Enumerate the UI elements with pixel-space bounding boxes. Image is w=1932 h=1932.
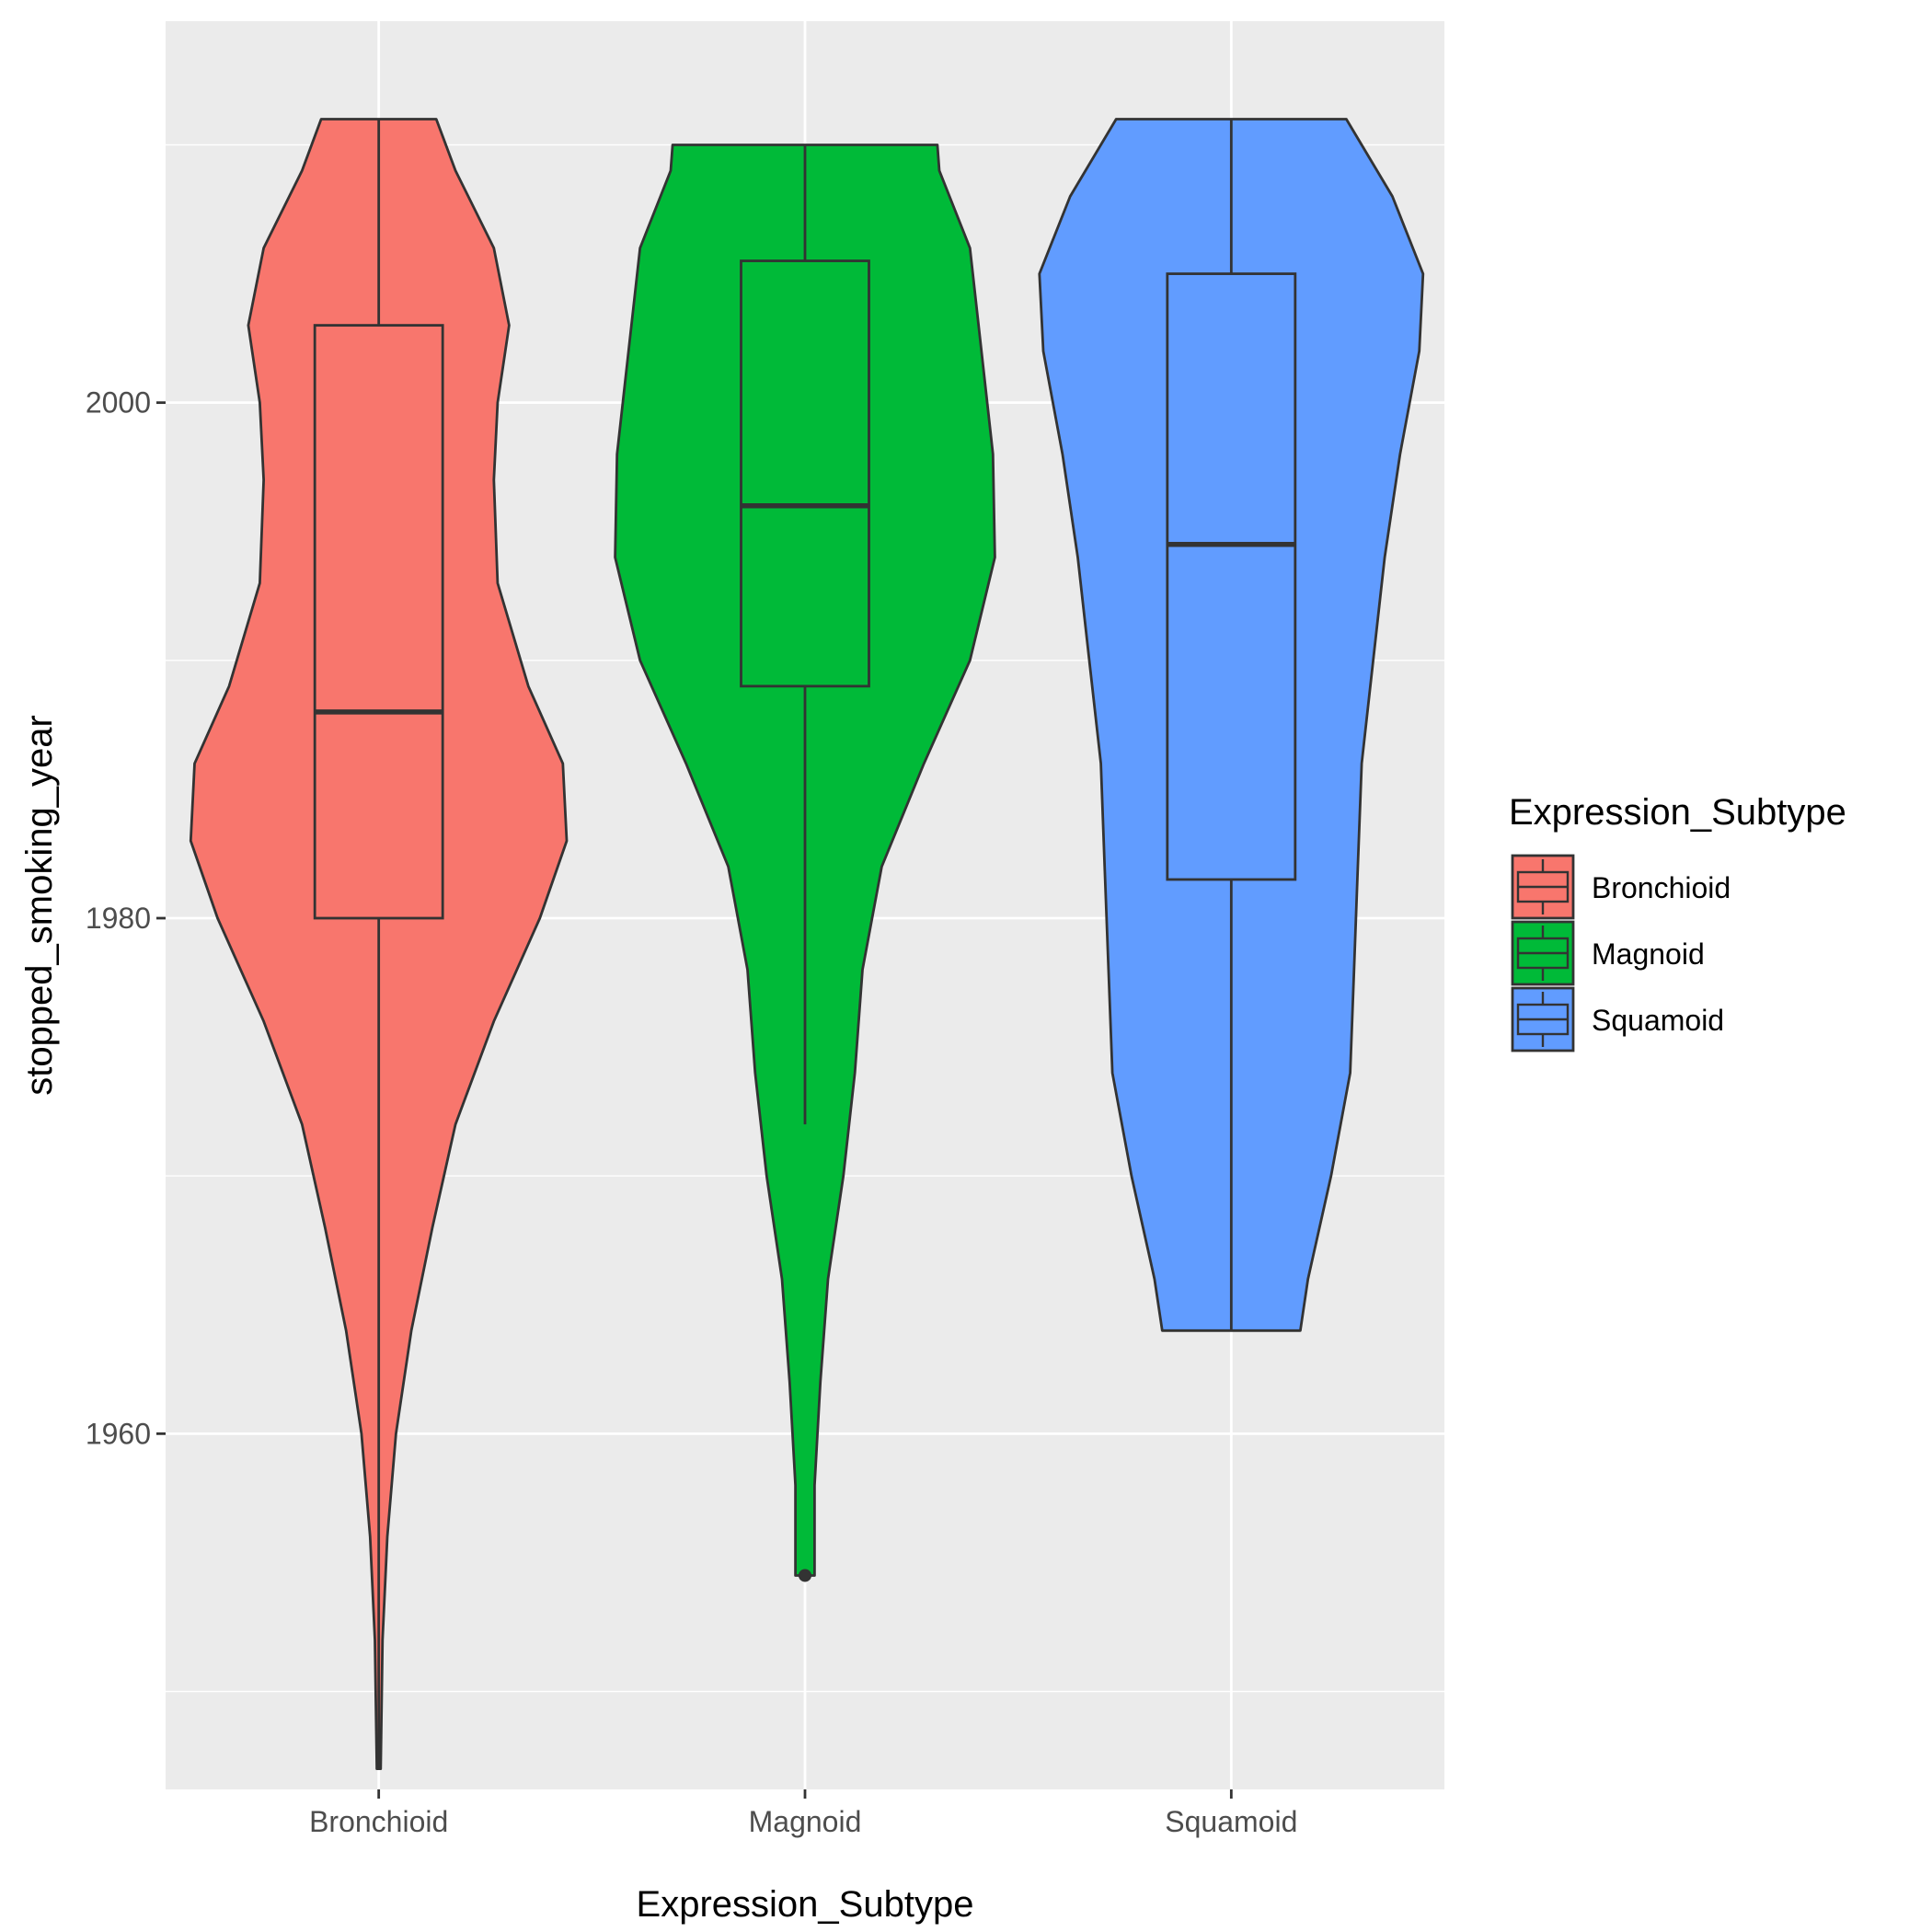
boxplot-squamoid bbox=[1166, 119, 1297, 1331]
x-tick-label: Magnoid bbox=[749, 1805, 862, 1838]
y-tick-label: 2000 bbox=[86, 386, 151, 420]
legend: Expression_Subtype Bronchioid Magnoid Squa… bbox=[1509, 792, 1846, 1052]
x-axis-title: Expression_Subtype bbox=[637, 1884, 974, 1925]
box-iqr bbox=[740, 259, 870, 688]
x-tick-label: Bronchioid bbox=[309, 1805, 448, 1838]
x-tick-label: Squamoid bbox=[1165, 1805, 1297, 1838]
legend-key-squamoid: Squamoid bbox=[1511, 986, 1724, 1052]
legend-label: Magnoid bbox=[1592, 937, 1705, 971]
boxplot-bronchioid bbox=[313, 119, 444, 1769]
y-tick-label: 1980 bbox=[86, 902, 151, 935]
legend-label: Bronchioid bbox=[1592, 871, 1731, 904]
outlier-point bbox=[799, 1569, 811, 1582]
legend-keys: Bronchioid Magnoid Squamoid bbox=[1511, 854, 1731, 1052]
legend-label: Squamoid bbox=[1592, 1004, 1724, 1037]
boxplots bbox=[313, 119, 1297, 1769]
axes: 1960 1980 2000 Bronchioid Magnoid Squamoid bbox=[86, 386, 1298, 1838]
boxplot-magnoid bbox=[740, 144, 870, 1582]
y-tick-label: 1960 bbox=[86, 1417, 151, 1450]
box-iqr bbox=[1166, 272, 1297, 881]
y-axis-title: stopped_smoking_year bbox=[19, 715, 60, 1096]
box-iqr bbox=[313, 324, 444, 920]
legend-key-bronchioid: Bronchioid bbox=[1511, 854, 1731, 920]
legend-key-magnoid: Magnoid bbox=[1511, 920, 1705, 986]
legend-title: Expression_Subtype bbox=[1509, 792, 1846, 833]
